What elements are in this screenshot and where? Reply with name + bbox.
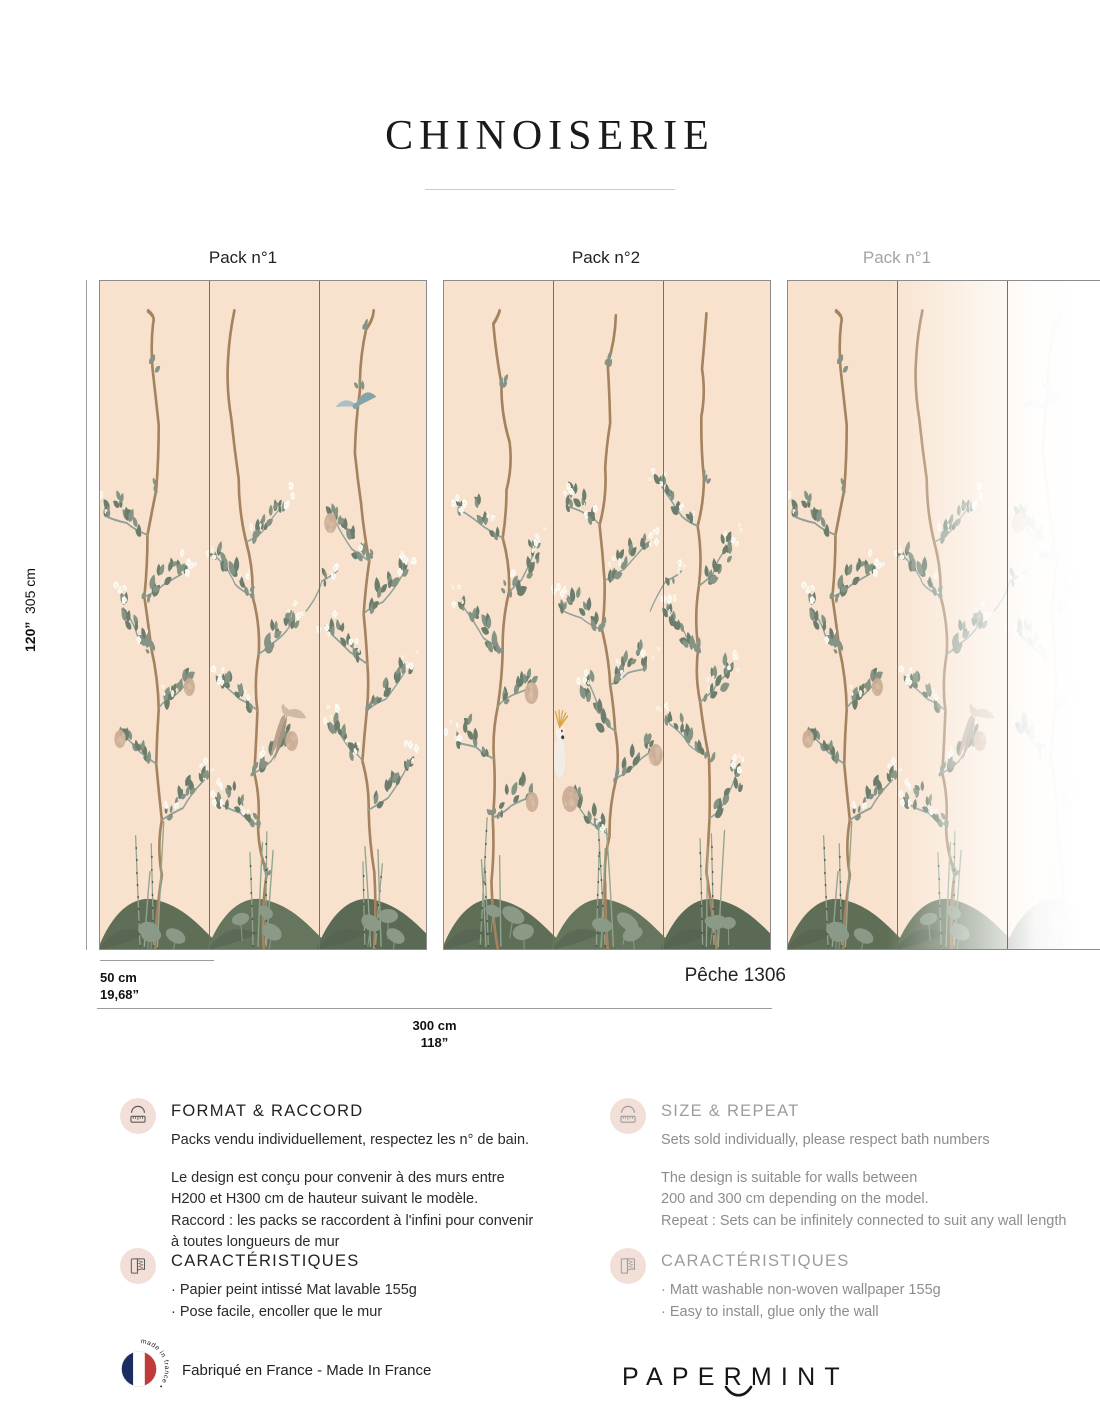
svg-text:PAPERMINT: PAPERMINT (622, 1363, 849, 1391)
